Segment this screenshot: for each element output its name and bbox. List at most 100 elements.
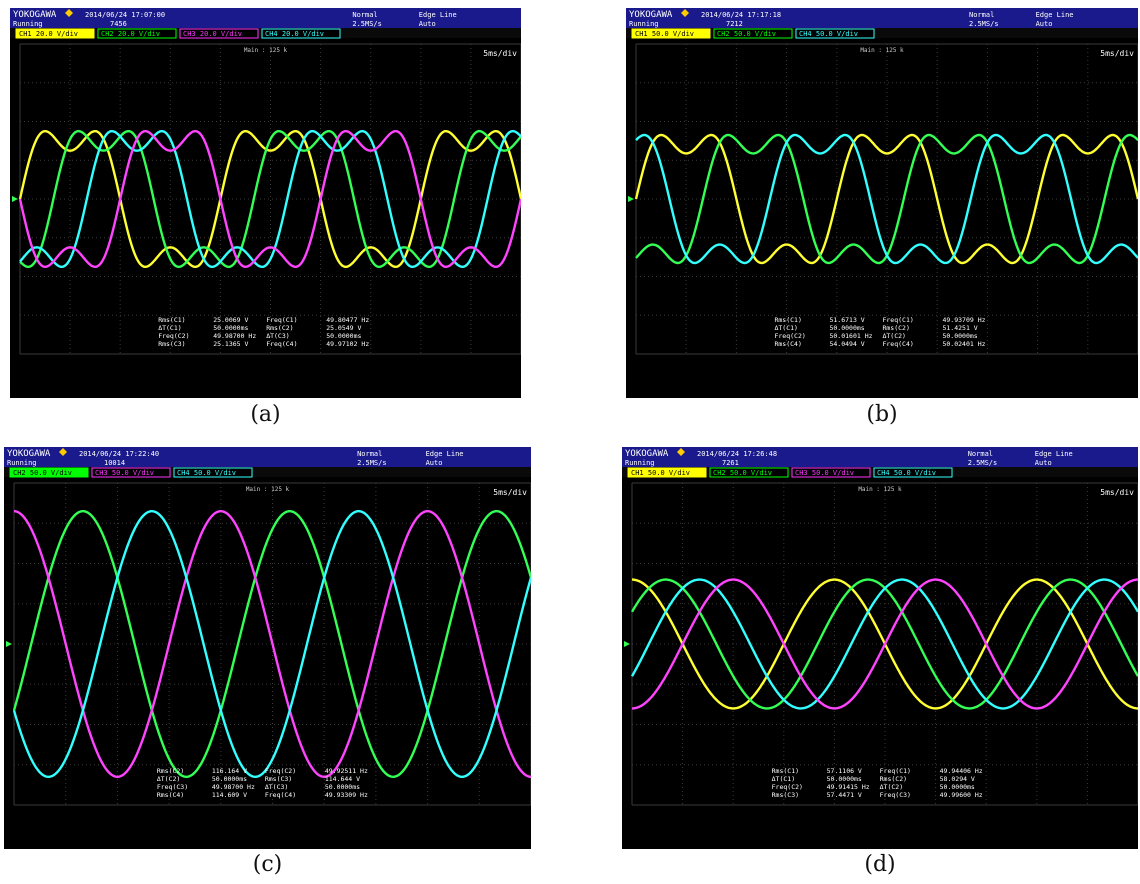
timestamp: 2014/06/24 17:26:48 — [697, 450, 777, 458]
measurement-name: ΔT(C3) — [265, 783, 288, 791]
channel-tag — [91, 467, 171, 478]
acquisition-count: 10014 — [104, 459, 125, 467]
run-status: Running — [629, 20, 659, 28]
trigger-mode: Auto — [1035, 459, 1052, 467]
scope-panel-b: YOKOGAWA Running 2014/06/24 17:17:18 7212 No… — [626, 8, 1140, 398]
measurement-value: 114.609 V — [212, 791, 247, 799]
trigger-type: Edge Line — [1036, 11, 1074, 19]
brand-diamond-icon — [681, 9, 689, 17]
channel-bar — [4, 467, 531, 477]
measurement-name: ΔT(C2) — [157, 775, 180, 783]
measurement-value: 49.93309 Hz — [325, 791, 368, 799]
brand-diamond-icon — [65, 9, 73, 17]
trigger-mode: Auto — [419, 20, 436, 28]
trigger-mode: Auto — [1036, 20, 1053, 28]
brand-diamond-icon — [59, 448, 67, 456]
channel-tag — [9, 467, 89, 478]
timebase-label: 5ms/div — [1100, 488, 1134, 497]
measurement-name: ΔT(C2) — [880, 783, 903, 791]
measurement-value: 51.6713 V — [829, 316, 864, 324]
sample-rate: 2.5MS/s — [968, 459, 998, 467]
measurement-value: 50.0000ms — [942, 332, 977, 340]
waveform-trace — [12, 510, 533, 778]
measurement-value: 51.4251 V — [942, 324, 977, 332]
measurement-value: 25.0069 V — [213, 316, 248, 324]
measurement-name: Rms(C3) — [158, 340, 185, 348]
measurement-name: Freq(C2) — [158, 332, 189, 340]
scope-panel-d: YOKOGAWA Running 2014/06/24 17:26:48 7261 No… — [622, 447, 1140, 849]
measurement-value: 57.4471 V — [827, 791, 862, 799]
header-bar — [4, 447, 531, 467]
measurement-name: Freq(C3) — [880, 791, 911, 799]
measurement-name: Freq(C3) — [157, 783, 188, 791]
waveform-trace — [12, 510, 533, 778]
measurement-value: 50.02401 Hz — [942, 340, 985, 348]
main-label: Main : 125 k — [244, 47, 288, 54]
header-bar — [10, 8, 521, 28]
trigger-mode: Auto — [426, 459, 443, 467]
sample-rate: 2.5MS/s — [357, 459, 387, 467]
waveform-trace — [18, 130, 523, 268]
channel-tag-label: CH3 50.0 V/div — [95, 469, 154, 477]
channel-tag-label: CH4 50.0 V/div — [177, 469, 236, 477]
header-bar — [626, 8, 1138, 28]
measurement-value: 116.164 V — [212, 767, 247, 775]
acquisition-mode: Normal — [969, 11, 994, 19]
waveform-trace — [19, 130, 522, 268]
channel-tag-label: CH2 20.0 V/div — [101, 30, 160, 38]
measurement-name: ΔT(C2) — [882, 332, 905, 340]
channel-tag — [261, 28, 341, 39]
waveform-trace — [632, 578, 1138, 710]
measurement-name: Rms(C4) — [774, 340, 801, 348]
channel-tag — [97, 28, 177, 39]
sample-rate: 2.5MS/s — [969, 20, 999, 28]
channel-tag-label: CH4 20.0 V/div — [265, 30, 324, 38]
ground-marker-icon — [6, 641, 12, 647]
measurement-name: Rms(C4) — [157, 791, 184, 799]
channel-tag — [173, 467, 253, 478]
channel-tag — [631, 28, 711, 39]
measurement-name: Freq(C2) — [772, 783, 803, 791]
measurement-name: Rms(C2) — [882, 324, 909, 332]
sample-rate: 2.5MS/s — [352, 20, 382, 28]
ground-marker-icon — [12, 196, 18, 202]
measurement-value: 49.91415 Hz — [827, 783, 870, 791]
measurement-value: 49.92511 Hz — [325, 767, 368, 775]
brand-logo: YOKOGAWA — [625, 449, 669, 459]
measurement-value: 54.0494 V — [829, 340, 864, 348]
panel-caption: (c) — [252, 852, 283, 877]
channel-tag — [179, 28, 259, 39]
channel-tag — [713, 28, 793, 39]
screen-background — [626, 8, 1138, 398]
ground-marker-icon — [628, 196, 634, 202]
measurement-name: Freq(C2) — [265, 767, 296, 775]
run-status: Running — [625, 459, 655, 467]
measurement-value: 114.644 V — [325, 775, 360, 783]
measurement-name: Rms(C1) — [158, 316, 185, 324]
channel-tag-label: CH4 50.0 V/div — [799, 30, 858, 38]
measurement-value: 50.0000ms — [213, 324, 248, 332]
measurement-value: 49.97102 Hz — [326, 340, 369, 348]
measurement-name: Rms(C1) — [772, 767, 799, 775]
ground-marker-icon — [624, 641, 630, 647]
trigger-type: Edge Line — [419, 11, 457, 19]
channel-tag-label: CH2 50.0 V/div — [717, 30, 776, 38]
brand-logo: YOKOGAWA — [7, 449, 51, 459]
channel-bar — [626, 28, 1138, 38]
measurement-value: 49.94406 Hz — [940, 767, 983, 775]
channel-tag-label: CH2 50.0 V/div — [713, 469, 772, 477]
acquisition-count: 7456 — [110, 20, 127, 28]
panel-caption: (d) — [864, 852, 896, 877]
channel-tag-label: CH3 50.0 V/div — [795, 469, 854, 477]
channel-tag-label: CH2 50.0 V/div — [13, 469, 72, 477]
timebase-label: 5ms/div — [1100, 49, 1134, 58]
timestamp: 2014/06/24 17:07:00 — [85, 11, 165, 19]
channel-tag-label: CH1 50.0 V/div — [635, 30, 694, 38]
main-label: Main : 125 k — [246, 486, 290, 493]
trigger-type: Edge Line — [426, 450, 464, 458]
panel-caption: (a) — [250, 402, 281, 427]
measurement-name: Freq(C1) — [266, 316, 297, 324]
